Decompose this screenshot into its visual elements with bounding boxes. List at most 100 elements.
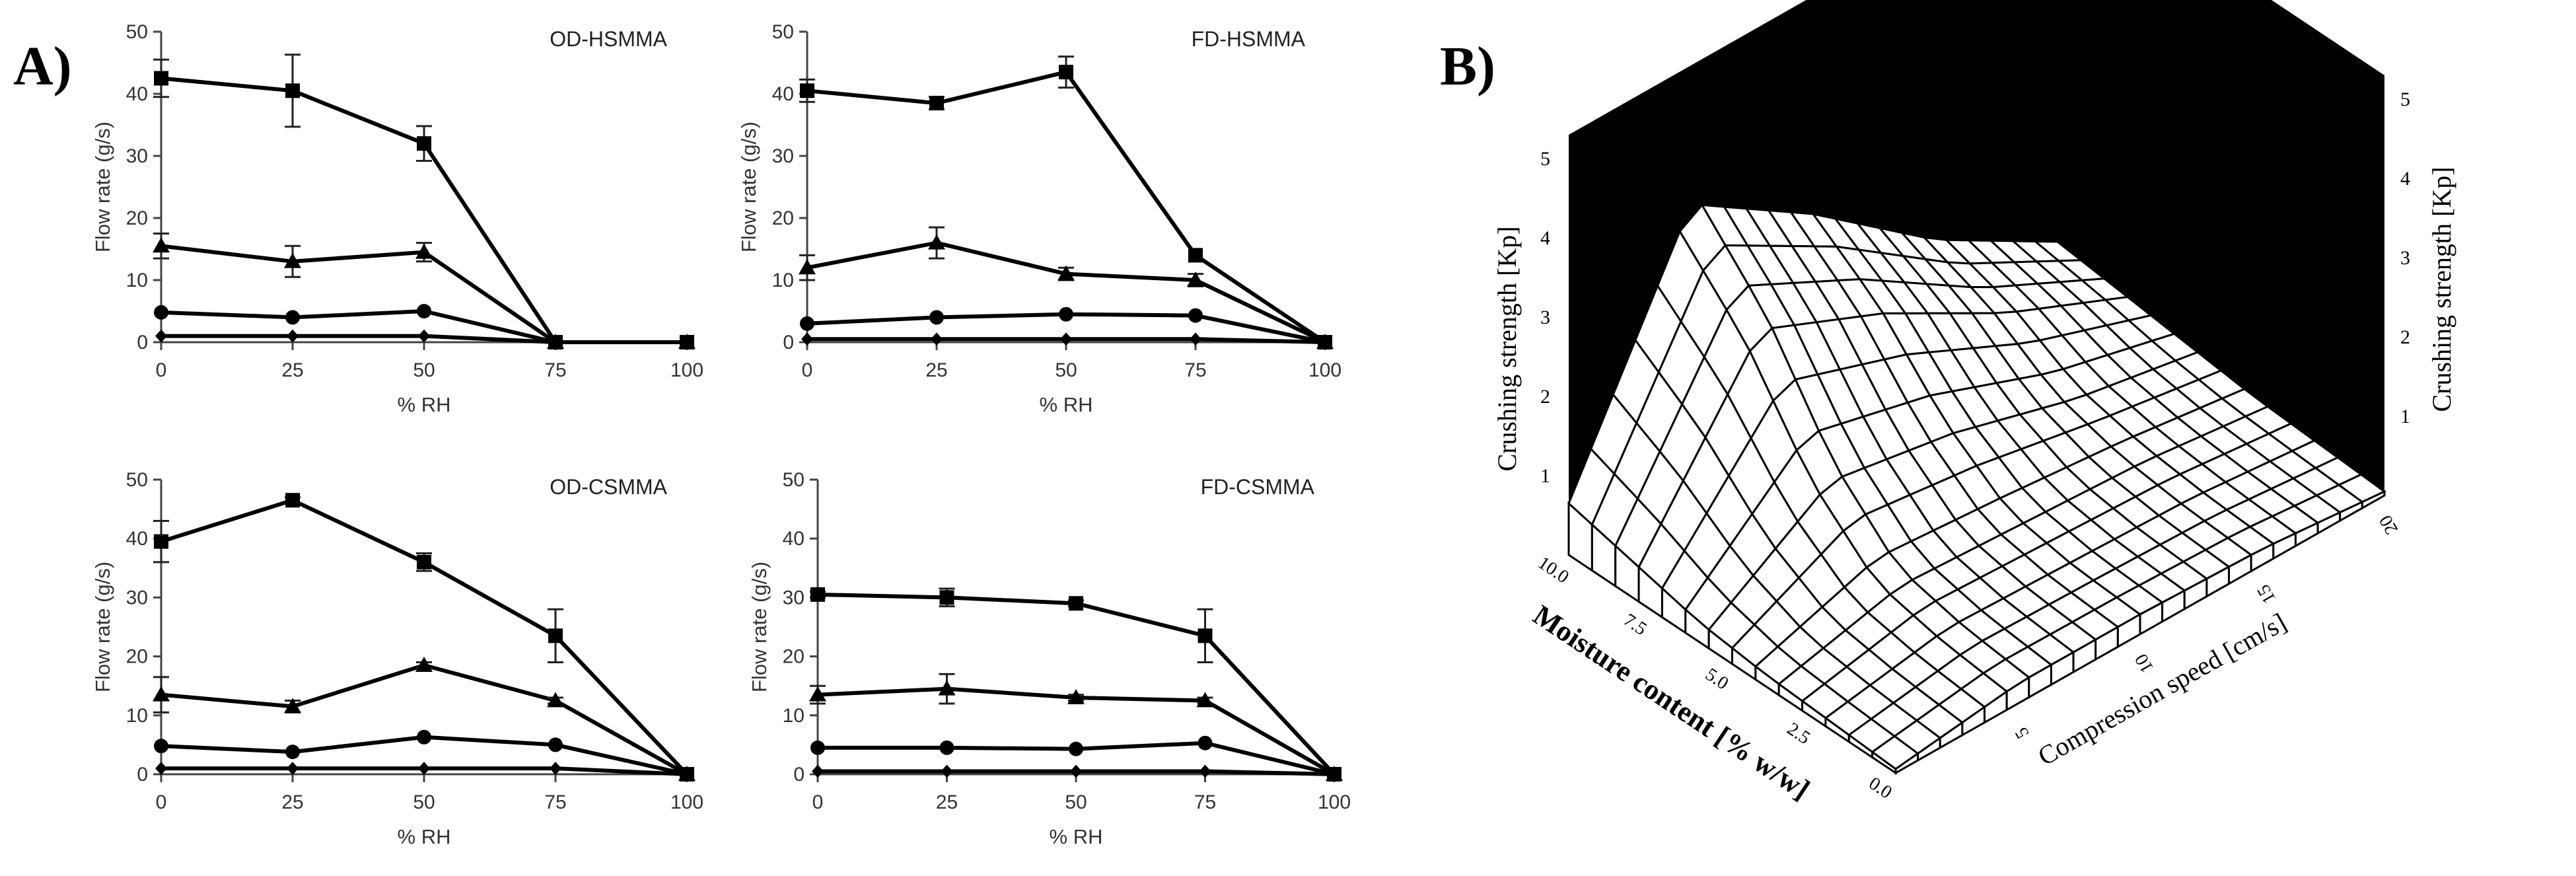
data-point-triangle [284, 252, 301, 268]
x-tick-label: 75 [544, 359, 566, 381]
data-point-triangle [153, 686, 170, 702]
z-tick-label-left: 4 [1540, 227, 1550, 249]
series-triangle [809, 673, 1343, 781]
x-axis-title: % RH [1050, 825, 1103, 848]
z-tick-label-left: 3 [1540, 307, 1550, 328]
data-point-triangle [284, 698, 301, 713]
y-tick-label: 40 [126, 83, 148, 105]
side-wall [2057, 0, 2384, 495]
data-point-square [929, 96, 944, 111]
x-tick-label: 100 [670, 791, 703, 813]
data-point-circle [1069, 741, 1083, 756]
y-tick-label: 50 [126, 469, 148, 491]
x-tick-label: 50 [1055, 359, 1077, 381]
series-diamond [155, 762, 693, 781]
x-tick-label: 0 [156, 359, 167, 381]
y-tick-label: 0 [793, 764, 805, 785]
chart-title: FD-CSMMA [1201, 475, 1315, 499]
y-axis-title: Flow rate (g/s) [91, 122, 114, 252]
speed-tick-label: 20 [2375, 511, 2402, 538]
y-tick-label: 30 [126, 587, 148, 608]
data-point-square [800, 83, 814, 98]
x-tick-label: 50 [1065, 791, 1087, 813]
y-tick-label: 0 [137, 764, 148, 785]
data-point-diamond [1199, 764, 1211, 778]
z-axis-title-left: Crushing strength [Kp] [1492, 226, 1522, 471]
data-point-square [1059, 65, 1073, 80]
moisture-tick-label: 7.5 [1620, 610, 1650, 639]
z-tick-label-left: 5 [1540, 148, 1550, 170]
x-tick-label: 75 [1184, 359, 1206, 381]
speed-tick-label: 10 [2131, 650, 2158, 676]
line-chart-2: 0 10 20 30 40 50 0 25 50 75 100 % RH Flow rate (g/s)… [737, 21, 1342, 416]
x-tick-label: 100 [1308, 359, 1342, 381]
x-tick-label: 75 [544, 791, 566, 813]
surface-skirt [1567, 490, 2386, 775]
y-tick-label: 50 [772, 21, 794, 43]
data-point-triangle [938, 680, 956, 696]
z-tick-label-right: 3 [2400, 247, 2410, 269]
data-point-square [417, 554, 431, 569]
data-point-triangle [799, 259, 816, 275]
y-tick-label: 0 [137, 332, 148, 353]
x-tick-label: 25 [281, 791, 303, 813]
x-axis-title: % RH [398, 825, 451, 848]
data-point-triangle [928, 234, 945, 250]
data-point-diamond [941, 764, 953, 778]
data-point-diamond [550, 762, 561, 776]
speed-tick-label: 15 [2253, 581, 2280, 607]
data-point-circle [548, 737, 563, 752]
line-chart-4: 0 10 20 30 40 50 0 25 50 75 100 % RH Flow rate (g/s)… [748, 469, 1351, 848]
panel-a-label: A) [13, 36, 72, 97]
data-point-square [285, 493, 300, 508]
chart-title: FD-HSMMA [1192, 27, 1306, 51]
chart-title: OD-CSMMA [550, 475, 667, 499]
data-point-square [548, 628, 563, 643]
data-point-square [1188, 248, 1203, 263]
z-tick-label-right: 5 [2400, 89, 2410, 110]
moisture-tick-label: 0.0 [1865, 773, 1896, 803]
data-point-triangle [153, 237, 170, 253]
skirt-strip [2361, 490, 2386, 510]
data-point-square [1069, 596, 1083, 611]
data-point-square [154, 534, 168, 549]
y-tick-label: 10 [126, 270, 148, 291]
data-point-diamond [155, 762, 167, 776]
data-point-square [939, 590, 954, 605]
y-tick-label: 10 [772, 270, 794, 291]
panel-b-surface-chart: 1 1 2 2 3 3 4 4 5 5 Crushing strength [Kp] Crushing… [1492, 0, 2456, 806]
y-tick-label: 50 [126, 21, 148, 43]
z-tick-label-right: 1 [2400, 406, 2410, 427]
z-axis-title-right: Crushing strength [Kp] [2427, 166, 2456, 412]
data-point-diamond [287, 329, 299, 343]
series-square [153, 493, 694, 782]
data-point-diamond [681, 768, 693, 781]
x-tick-label: 0 [812, 791, 824, 813]
series-triangle [799, 226, 1334, 349]
x-tick-label: 100 [1318, 791, 1351, 813]
moisture-tick-label: 5.0 [1701, 664, 1732, 694]
series-diamond [812, 764, 1340, 781]
y-axis-title: Flow rate (g/s) [737, 122, 760, 252]
x-tick-label: 50 [413, 791, 435, 813]
y-tick-label: 50 [783, 469, 805, 491]
data-point-circle [417, 729, 431, 745]
z-tick-label-left: 1 [1540, 465, 1550, 487]
x-tick-label: 0 [802, 359, 813, 381]
data-point-triangle [415, 656, 433, 672]
data-point-square [417, 136, 431, 151]
y-tick-label: 20 [126, 646, 148, 668]
y-axis-title: Flow rate (g/s) [91, 562, 114, 692]
y-tick-label: 20 [783, 646, 805, 668]
data-point-diamond [155, 329, 167, 343]
x-tick-label: 25 [936, 791, 958, 813]
data-point-circle [1188, 308, 1203, 323]
z-tick-label-right: 4 [2400, 168, 2410, 190]
speed-tick-label: 5 [2011, 723, 2034, 741]
x-tick-label: 100 [670, 359, 703, 381]
y-tick-label: 40 [126, 528, 148, 550]
data-point-circle [417, 304, 431, 318]
data-point-triangle [1067, 689, 1085, 705]
